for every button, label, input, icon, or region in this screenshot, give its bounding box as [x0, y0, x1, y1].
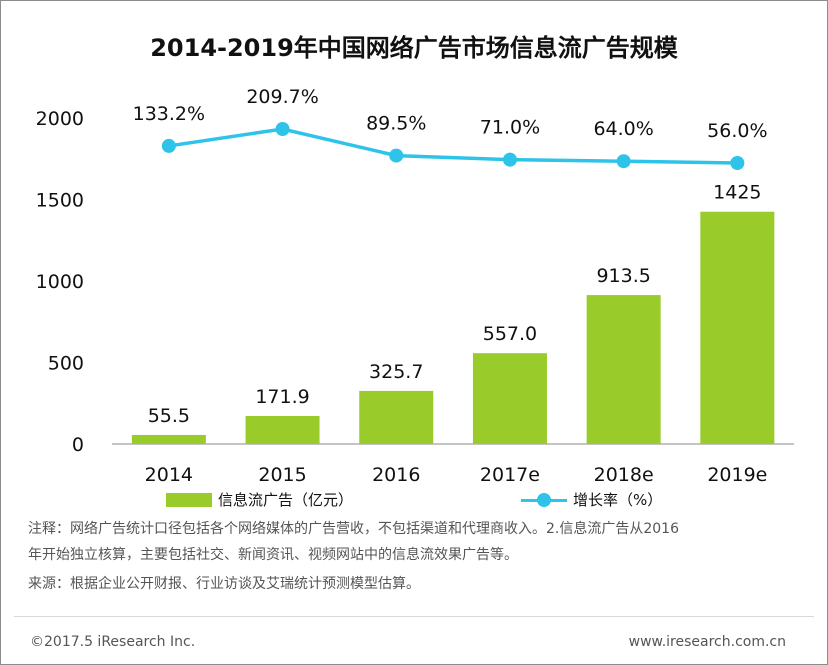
x-tick-label: 2016 [372, 464, 420, 486]
bar-value-label: 913.5 [596, 265, 650, 287]
growth-rate-line [168, 127, 738, 165]
legend-bar-swatch [166, 492, 212, 507]
bar-value-label: 1425 [713, 182, 761, 204]
line-point [730, 156, 745, 170]
footer-divider [14, 616, 814, 617]
y-tick-label: 1000 [36, 271, 84, 293]
bar [472, 353, 547, 444]
legend-bar: 信息流广告（亿元） [166, 489, 353, 510]
x-tick-label: 2017e [480, 464, 540, 486]
bar [700, 211, 775, 444]
y-tick-label: 500 [48, 353, 84, 375]
line-point [616, 154, 631, 169]
line-value-label: 71.0% [480, 117, 540, 139]
x-tick-label: 2018e [594, 464, 654, 486]
legend-line-swatch [521, 492, 567, 507]
line-point [502, 152, 517, 167]
x-tick-label: 2019e [707, 464, 767, 486]
line-value-label: 209.7% [246, 86, 318, 108]
line-value-label: 56.0% [707, 120, 767, 142]
line-value-label: 64.0% [593, 118, 653, 140]
legend-line: 增长率（%） [521, 489, 662, 510]
chart-plot: 0 500 1000 1500 2000 2014 2015 2016 2017e 2018e 2… [36, 86, 794, 486]
source-note: 来源：根据企业公开财报、行业访谈及艾瑞统计预测模型估算。 [28, 576, 420, 592]
x-tick-label: 2015 [258, 464, 306, 486]
bar [131, 434, 206, 444]
line-value-label: 89.5% [366, 113, 426, 135]
legend-bar-label: 信息流广告（亿元） [218, 491, 354, 509]
bar-value-label: 557.0 [483, 323, 537, 345]
bar-value-label: 55.5 [148, 405, 190, 427]
bar [586, 295, 661, 444]
chart-title: 2014-2019年中国网络广告市场信息流广告规模 [150, 34, 678, 62]
note-line-1: 注释：网络广告统计口径包括各个网络媒体的广告营收，不包括渠道和代理商收入。2.信… [28, 521, 679, 537]
legend-line-label: 增长率（%） [573, 491, 663, 509]
line-point [161, 138, 176, 153]
website-text: www.iresearch.com.cn [628, 634, 786, 650]
y-tick-label: 0 [72, 434, 84, 456]
y-tick-label: 2000 [36, 108, 84, 130]
x-tick-label: 2014 [145, 464, 193, 486]
line-value-label: 133.2% [133, 103, 205, 125]
bar-value-label: 325.7 [369, 361, 423, 383]
line-point [389, 148, 404, 163]
line-point [275, 122, 290, 136]
y-tick-label: 1500 [36, 190, 84, 212]
bar [359, 390, 434, 444]
bar [245, 415, 320, 444]
bar-value-label: 171.9 [255, 386, 309, 408]
note-line-2: 年开始独立核算，主要包括社交、新闻资讯、视频网站中的信息流效果广告等。 [28, 547, 518, 563]
copyright-text: ©2017.5 iResearch Inc. [30, 634, 196, 650]
